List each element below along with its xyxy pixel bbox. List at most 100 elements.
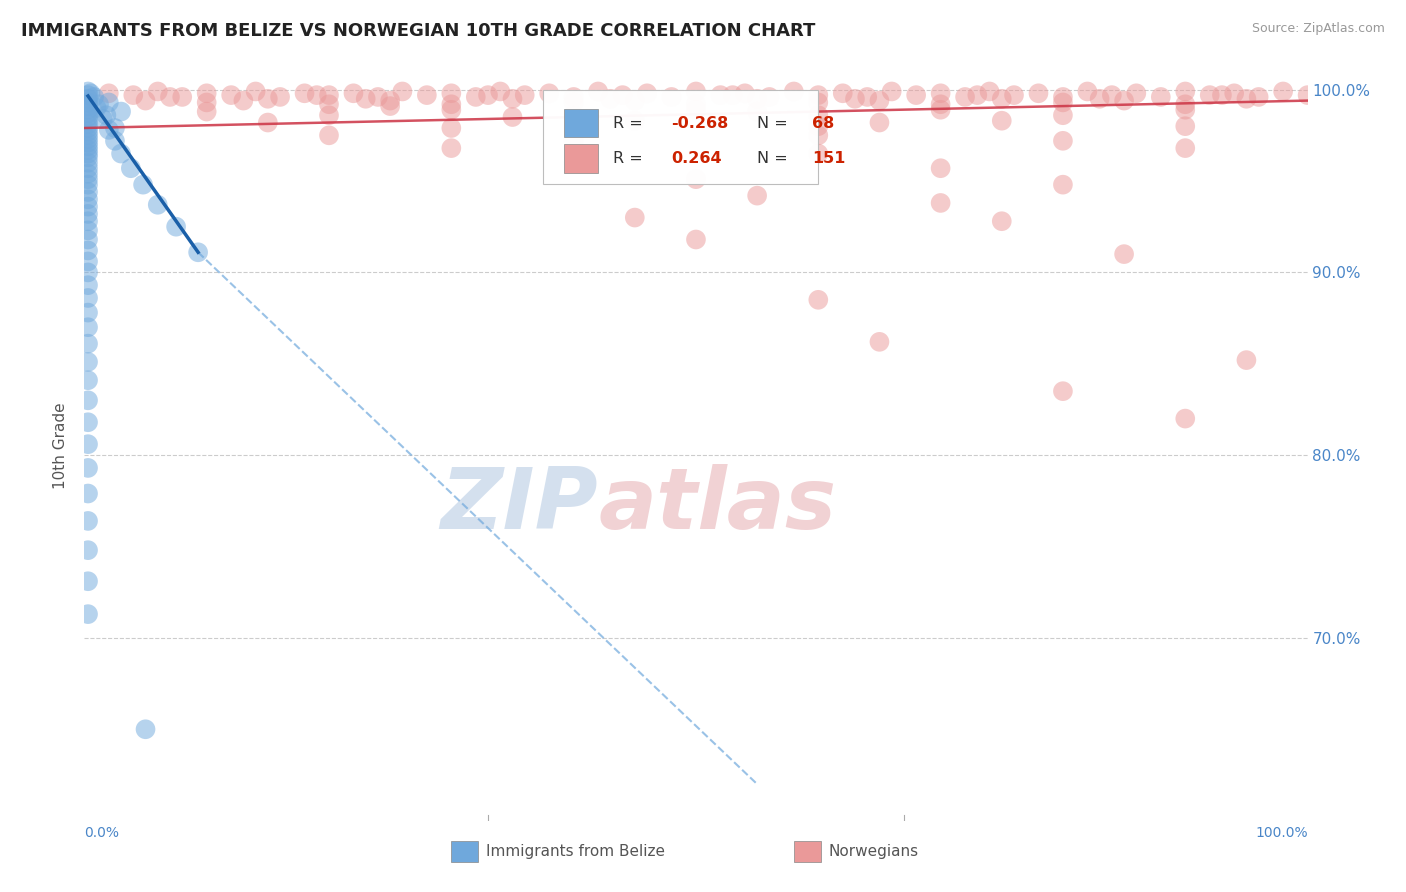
Point	[783, 85, 806, 99]
Text: -0.268: -0.268	[672, 116, 728, 130]
Point	[77, 106, 100, 120]
Point	[562, 90, 585, 104]
Point	[685, 85, 707, 99]
Text: 0.0%: 0.0%	[84, 826, 120, 840]
Point	[219, 88, 242, 103]
Text: Norwegians: Norwegians	[828, 844, 918, 859]
Point	[77, 113, 100, 128]
Point	[562, 95, 585, 110]
Point	[440, 97, 463, 112]
Point	[77, 103, 100, 117]
Point	[624, 113, 647, 128]
Point	[305, 88, 328, 103]
Point	[77, 117, 100, 131]
Point	[807, 88, 830, 103]
Text: IMMIGRANTS FROM BELIZE VS NORWEGIAN 10TH GRADE CORRELATION CHART: IMMIGRANTS FROM BELIZE VS NORWEGIAN 10TH…	[21, 22, 815, 40]
Point	[869, 334, 891, 349]
Point	[612, 88, 634, 103]
Point	[991, 92, 1014, 106]
Point	[77, 95, 100, 110]
Point	[599, 92, 621, 106]
Point	[132, 178, 155, 192]
Text: 0.264: 0.264	[672, 151, 723, 166]
Text: 68: 68	[813, 116, 834, 130]
Point	[391, 85, 413, 99]
Point	[269, 90, 291, 104]
Point	[367, 90, 389, 104]
Point	[502, 92, 524, 106]
Point	[77, 214, 100, 228]
Point	[502, 110, 524, 124]
Point	[172, 90, 194, 104]
Point	[624, 94, 647, 108]
Point	[77, 200, 100, 214]
Point	[953, 90, 976, 104]
Point	[1174, 85, 1197, 99]
Point	[232, 94, 254, 108]
Point	[685, 232, 707, 246]
Point	[661, 90, 683, 104]
Point	[87, 97, 110, 112]
Point	[1272, 85, 1295, 99]
Point	[77, 110, 100, 124]
Point	[342, 87, 364, 101]
Point	[77, 143, 100, 157]
Point	[77, 88, 100, 103]
Point	[77, 607, 100, 621]
Point	[440, 121, 463, 136]
Point	[1150, 90, 1173, 104]
Point	[758, 90, 780, 104]
Text: ZIP: ZIP	[440, 465, 598, 548]
FancyBboxPatch shape	[543, 90, 818, 184]
Point	[77, 373, 100, 387]
Point	[1174, 411, 1197, 425]
Point	[86, 101, 108, 115]
Point	[562, 155, 585, 169]
Point	[844, 92, 866, 106]
Point	[77, 486, 100, 500]
Point	[489, 85, 512, 99]
Point	[721, 88, 744, 103]
Point	[636, 87, 658, 101]
Point	[77, 132, 100, 146]
Point	[122, 88, 145, 103]
Point	[146, 198, 169, 212]
Point	[195, 87, 218, 101]
Point	[97, 95, 120, 110]
Point	[709, 88, 731, 103]
Point	[187, 245, 209, 260]
Point	[1101, 88, 1123, 103]
Point	[77, 336, 100, 351]
Point	[440, 103, 463, 117]
Point	[513, 88, 536, 103]
Point	[734, 87, 756, 101]
Point	[1296, 88, 1319, 103]
Point	[416, 88, 439, 103]
Point	[77, 192, 100, 206]
Point	[1052, 95, 1074, 110]
Point	[77, 320, 100, 334]
Point	[1052, 384, 1074, 399]
Point	[807, 119, 830, 133]
Point	[807, 108, 830, 122]
Point	[110, 146, 132, 161]
Point	[77, 244, 100, 258]
Point	[120, 161, 142, 176]
Point	[318, 108, 340, 122]
Bar	[564, 144, 598, 172]
Point	[1114, 247, 1136, 261]
Point	[869, 94, 891, 108]
Text: Source: ZipAtlas.com: Source: ZipAtlas.com	[1251, 22, 1385, 36]
Point	[380, 94, 402, 108]
Point	[195, 95, 218, 110]
Point	[318, 128, 340, 143]
Point	[624, 211, 647, 225]
Point	[380, 99, 402, 113]
Point	[747, 92, 769, 106]
Point	[929, 103, 952, 117]
Point	[96, 108, 118, 122]
Point	[245, 85, 267, 99]
Point	[966, 88, 988, 103]
Point	[77, 185, 100, 199]
Point	[991, 214, 1014, 228]
